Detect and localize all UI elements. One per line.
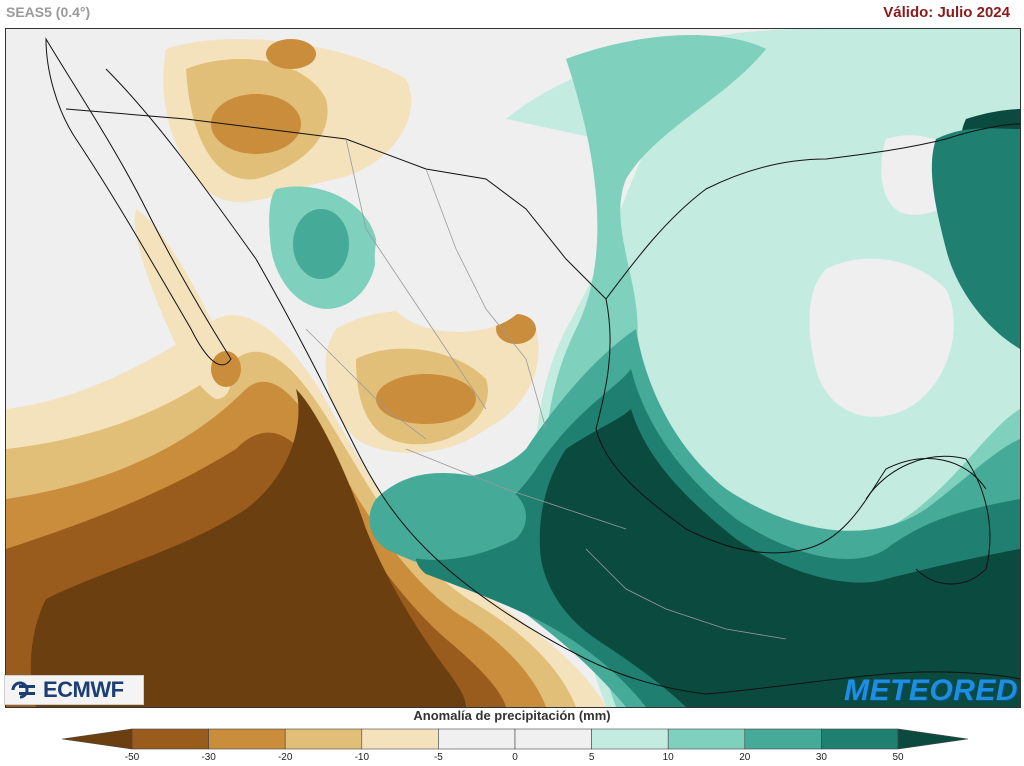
legend-title: Anomalía de precipitación (mm) <box>413 708 611 723</box>
state-border-1 <box>345 138 487 410</box>
ecmwf-logo-text: ECMWF <box>43 677 124 702</box>
gulf-light-blob <box>654 239 788 370</box>
valid-date-label: Válido: Julio 2024 <box>883 4 1010 21</box>
ecmwf-emblem-icon <box>11 681 35 699</box>
gulf-coast <box>595 298 987 554</box>
ecmwf-logo: ECMWF <box>4 675 144 705</box>
baja-dry-light <box>134 209 232 399</box>
colorbar-tick-label: 0 <box>512 752 518 763</box>
colorbar-segment <box>208 728 286 750</box>
colorbar-extend-low <box>62 728 133 750</box>
colorbar-extend-high <box>897 728 968 750</box>
colorbar-tick-label: -30 <box>201 752 216 763</box>
colorbar-segment <box>591 728 669 750</box>
north-dry-spot <box>266 39 316 69</box>
map-canvas <box>6 29 1020 707</box>
state-border-5 <box>305 328 427 440</box>
state-border-4 <box>585 548 787 640</box>
mainland-pacific-coast <box>105 68 707 695</box>
colorbar-segment <box>821 728 899 750</box>
south-wet-extreme <box>539 409 1020 707</box>
pacific-coast-wet <box>369 473 526 560</box>
state-border-2 <box>425 168 547 430</box>
central-dry-strong <box>376 374 476 424</box>
colorbar-segment <box>438 728 516 750</box>
colorbar-tick-label: 20 <box>739 752 751 763</box>
baja-dry-spot <box>211 351 241 387</box>
precipitation-anomaly-map <box>5 28 1021 708</box>
gulf-dry-gap <box>809 258 954 417</box>
colorbar-tick-label: -20 <box>277 752 293 763</box>
colorbar-segments <box>62 728 968 750</box>
colorbar-tick-label: 50 <box>892 752 904 763</box>
colorbar-tick-label: -50 <box>124 752 140 763</box>
colorbar-segment <box>284 728 363 750</box>
colorbar-segment <box>361 728 439 750</box>
caribbean-wet-very <box>931 128 1020 349</box>
colorbar-segment <box>131 728 209 750</box>
colorbar <box>62 728 968 750</box>
meteored-logo: METEORED <box>843 674 1018 707</box>
colorbar-tick-label: 5 <box>588 752 595 763</box>
colorbar-segment <box>667 728 746 750</box>
state-border-3 <box>405 448 627 530</box>
sierra-wet-strong <box>293 209 349 279</box>
yucatan-coast <box>865 455 991 585</box>
colorbar-tick-label: -5 <box>433 752 443 763</box>
model-label: SEAS5 (0.4°) <box>6 4 91 20</box>
texas-coast <box>605 123 1020 300</box>
colorbar-tick-label: 30 <box>815 752 827 763</box>
central-america-coast <box>705 671 1020 695</box>
colorbar-tick-label: -10 <box>354 752 370 763</box>
colorbar-tick-label: 10 <box>662 752 674 763</box>
north-dry-strong <box>211 94 301 154</box>
state-borders <box>305 138 787 640</box>
colorbar-segment <box>744 728 822 750</box>
pacific-dry-extreme <box>30 389 466 707</box>
monterrey-dry-spot <box>496 314 536 344</box>
baja-peninsula <box>45 37 232 366</box>
colorbar-segment <box>514 728 592 750</box>
